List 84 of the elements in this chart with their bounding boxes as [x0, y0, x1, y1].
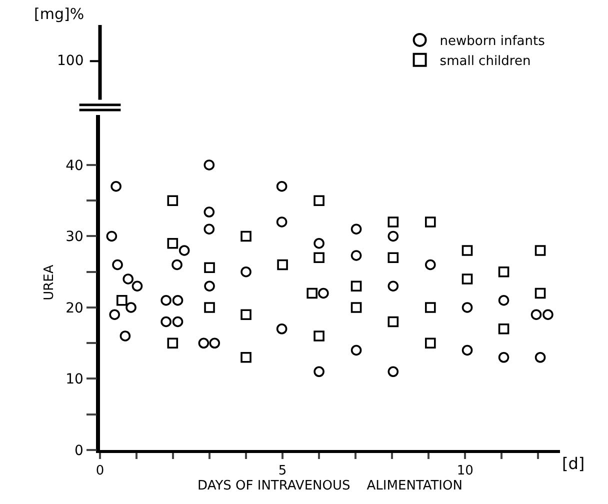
point: [314, 366, 324, 378]
point: [388, 230, 399, 242]
point: [276, 323, 288, 334]
point: [172, 316, 184, 328]
point: [498, 352, 510, 363]
x-tick-label: 10: [456, 463, 474, 478]
point: [314, 238, 324, 249]
point: [178, 245, 190, 256]
point: [240, 352, 252, 363]
point: [204, 280, 215, 292]
point: [112, 259, 123, 270]
point: [204, 224, 215, 235]
text: 100: [57, 53, 84, 69]
point: [120, 330, 131, 342]
y-tick-label: 40: [66, 158, 84, 174]
point: [204, 160, 215, 170]
point: [350, 224, 362, 235]
point: [277, 259, 288, 270]
point: [126, 302, 136, 313]
point: [314, 195, 324, 206]
point: [530, 309, 542, 320]
point: [462, 274, 473, 284]
point: [276, 180, 288, 192]
legend-label: newborn infants: [440, 34, 546, 50]
point: [276, 216, 288, 228]
point: [388, 280, 399, 292]
point: [160, 316, 172, 328]
point: [132, 280, 143, 292]
point: [198, 338, 210, 349]
point: [388, 366, 399, 378]
point: [172, 259, 182, 270]
point: [167, 195, 178, 206]
y-tick-label: 0: [74, 442, 84, 459]
y-tick-label: 30: [66, 229, 84, 246]
point: [498, 294, 510, 306]
point: [110, 180, 122, 192]
point: [240, 309, 252, 320]
point: [240, 266, 252, 278]
point: [388, 252, 399, 264]
point: [167, 238, 178, 249]
y-tick-label: 20: [66, 300, 84, 316]
legend-label: small children: [440, 54, 531, 69]
x-axis-title: DAYS OF INTRAVENOUS ALIMENTATION: [198, 478, 462, 494]
point: [122, 274, 134, 284]
point: [167, 338, 178, 349]
point: [425, 338, 436, 349]
point: [425, 259, 436, 270]
point: [350, 280, 362, 292]
point: [240, 230, 252, 242]
point: [425, 302, 436, 313]
point: [209, 338, 220, 349]
point: [314, 330, 324, 342]
point: [498, 266, 510, 278]
point: [350, 302, 362, 313]
point: [318, 288, 329, 299]
point: [542, 309, 554, 320]
point: [462, 344, 473, 356]
text: [mg]%: [34, 5, 84, 23]
point: [534, 288, 546, 299]
point: [388, 216, 399, 228]
point: [306, 288, 318, 299]
y-tick-label: 10: [66, 372, 84, 388]
point: [534, 352, 546, 363]
point: [314, 252, 324, 264]
point: [116, 294, 128, 306]
point: [106, 230, 118, 242]
point: [204, 206, 215, 218]
x-tick-label: 0: [96, 463, 104, 478]
text: [d]: [562, 454, 585, 473]
x-tick-label: 5: [278, 463, 287, 478]
point: [350, 250, 362, 261]
point: [425, 216, 436, 228]
point: [160, 294, 172, 306]
point: [109, 309, 120, 320]
point: [204, 262, 215, 273]
point: [172, 294, 184, 306]
y-axis-title: UREA: [42, 264, 58, 300]
point: [350, 344, 362, 356]
point: [462, 302, 473, 313]
point: [204, 302, 215, 313]
point: [388, 316, 399, 328]
point: [462, 245, 473, 256]
point: [534, 245, 546, 256]
point: [498, 323, 510, 334]
